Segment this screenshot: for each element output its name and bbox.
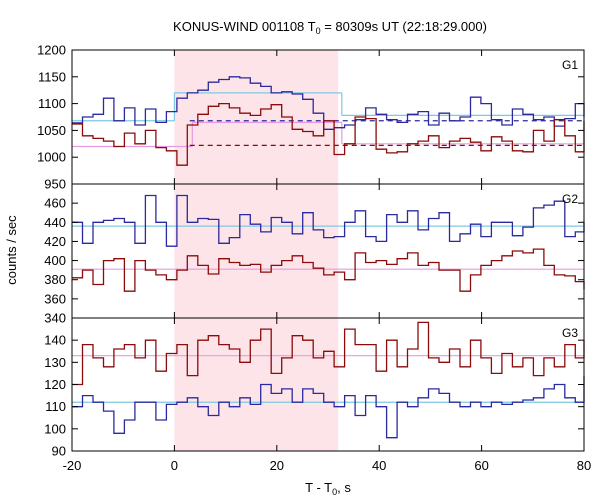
panel-g1-ytick-label-3: 1100: [38, 96, 66, 111]
panel-g3-ytick-label-1: 100: [44, 421, 66, 436]
panel-g3-series-red: [72, 321, 585, 386]
panel-g2-ytick-label-5: 440: [44, 215, 66, 230]
x-tick-label-0: -20: [63, 458, 82, 473]
panel-g3-series-blue: [72, 375, 585, 439]
x-tick-label-2: 20: [270, 458, 284, 473]
y-axis-label: counts / sec: [4, 215, 19, 285]
panel-g1-label: G1: [562, 58, 578, 72]
panel-g2-ytick-label-2: 380: [44, 272, 66, 287]
panel-g2-ytick-label-3: 400: [44, 253, 66, 268]
panel-g3-ytick-label-3: 120: [44, 377, 66, 392]
panel-g2-ytick-label-0: 340: [44, 311, 66, 326]
x-tick-label-5: 80: [577, 458, 591, 473]
x-axis-label: T - T0, s: [305, 480, 351, 497]
panel-g2-ytick-label-6: 460: [44, 196, 66, 211]
panel-g2-ytick-label-4: 420: [44, 234, 66, 249]
x-tick-label-1: 0: [171, 458, 178, 473]
panel-g3-ytick-label-5: 140: [44, 333, 66, 348]
x-tick-label-4: 60: [474, 458, 488, 473]
highlight-interval: [174, 50, 339, 451]
panel-g3-ytick-label-4: 130: [44, 355, 66, 370]
panel-g3-ytick-label-2: 110: [45, 399, 66, 414]
chart-title: KONUS-WIND 001108 T0 = 80309s UT (22:18:…: [173, 19, 487, 36]
panel-g1-ytick-label-0: 950: [44, 177, 66, 192]
panel-g1-ytick-label-1: 1000: [37, 150, 66, 165]
panel-g2-label: G2: [562, 192, 578, 206]
panel-g1-ytick-label-4: 1150: [38, 69, 66, 84]
panel-g1-ytick-label-5: 1200: [37, 43, 66, 58]
panel-g2-series-blue: [72, 194, 585, 247]
panel-g2-ytick-label-1: 360: [44, 291, 66, 306]
x-tick-label-3: 40: [372, 458, 386, 473]
panel-g3-label: G3: [562, 326, 578, 340]
panel-g2-series-red: [72, 248, 585, 292]
panel-g1-series-red: [72, 102, 585, 166]
panel-g1-ytick-label-2: 1050: [37, 123, 66, 138]
panel-g3-ytick-label-0: 90: [52, 444, 66, 459]
